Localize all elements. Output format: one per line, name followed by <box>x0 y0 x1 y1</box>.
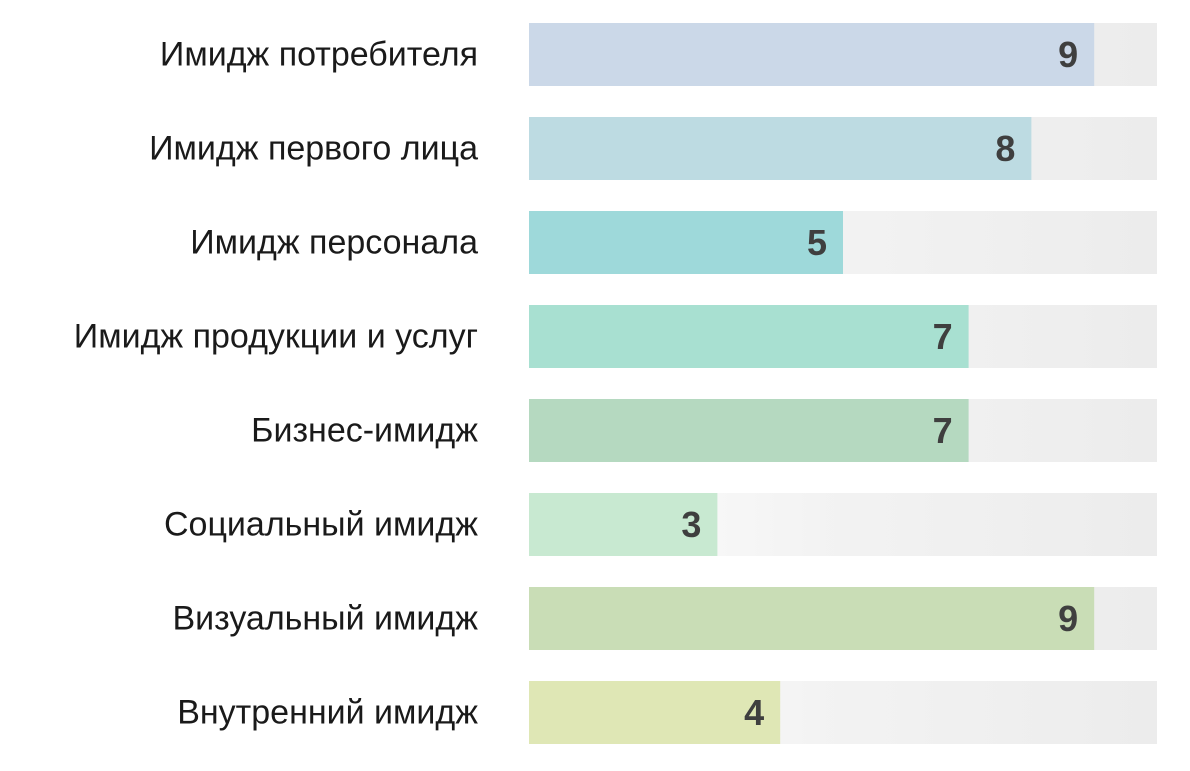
bar <box>529 23 1095 86</box>
value-label: 9 <box>1058 598 1078 639</box>
category-label: Имидж потребителя <box>160 36 478 74</box>
value-label: 9 <box>1058 34 1078 75</box>
bar <box>529 587 1095 650</box>
bar <box>529 305 969 368</box>
bar <box>529 211 843 274</box>
bar <box>529 117 1032 180</box>
category-label: Внутренний имидж <box>177 694 478 732</box>
value-label: 7 <box>933 316 953 357</box>
bar <box>529 681 781 744</box>
category-label: Визуальный имидж <box>172 600 478 638</box>
value-label: 8 <box>995 128 1015 169</box>
category-label: Имидж продукции и услуг <box>74 318 478 356</box>
category-label: Социальный имидж <box>164 506 478 544</box>
category-label: Имидж персонала <box>190 224 478 262</box>
value-label: 5 <box>807 222 827 263</box>
bar <box>529 399 969 462</box>
value-label: 3 <box>681 504 701 545</box>
bars-group: Имидж потребителя 9 Имидж первого лица 8 Ими… <box>74 23 1157 744</box>
category-label: Бизнес-имидж <box>251 412 478 450</box>
category-label: Имидж первого лица <box>149 130 478 168</box>
value-label: 4 <box>744 692 764 733</box>
value-label: 7 <box>933 410 953 451</box>
bar <box>529 493 718 556</box>
